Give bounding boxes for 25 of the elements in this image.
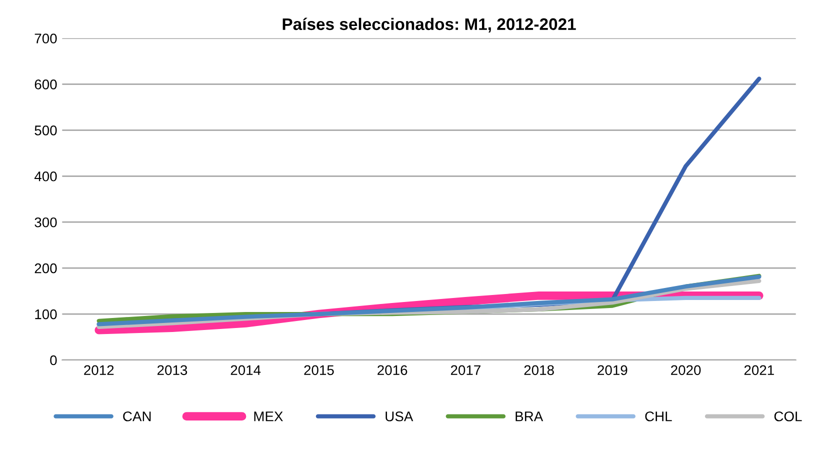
y-tick-label: 500	[34, 126, 57, 136]
y-tick-label: 200	[34, 263, 57, 274]
y-tick-label: 400	[34, 171, 57, 182]
legend-label: COL	[774, 411, 802, 422]
legend-label: CHL	[645, 411, 672, 422]
x-tick-label: 2014	[230, 365, 261, 376]
y-tick-label: 700	[34, 34, 57, 44]
legend-label: USA	[386, 411, 414, 422]
x-tick-label: 2018	[524, 365, 554, 376]
x-tick-label: 2013	[157, 365, 188, 376]
chart-title: Países seleccionados: M1, 2012-2021	[282, 18, 576, 32]
x-tick-label: 2019	[598, 365, 628, 376]
y-tick-label: 0	[50, 355, 57, 366]
y-tick-label: 100	[35, 309, 57, 320]
x-tick-label: 2021	[744, 365, 774, 376]
x-tick-label: 2016	[378, 365, 408, 376]
legend-label: BRA	[516, 412, 544, 422]
x-tick-label: 2017	[450, 365, 480, 376]
y-tick-label: 300	[34, 217, 57, 228]
y-tick-label: 600	[34, 80, 57, 90]
legend-label: CAN	[123, 411, 151, 422]
x-tick-label: 2015	[304, 365, 334, 376]
x-tick-label: 2020	[671, 365, 701, 376]
x-tick-label: 2012	[84, 365, 114, 376]
legend-label: MEX	[254, 412, 283, 422]
